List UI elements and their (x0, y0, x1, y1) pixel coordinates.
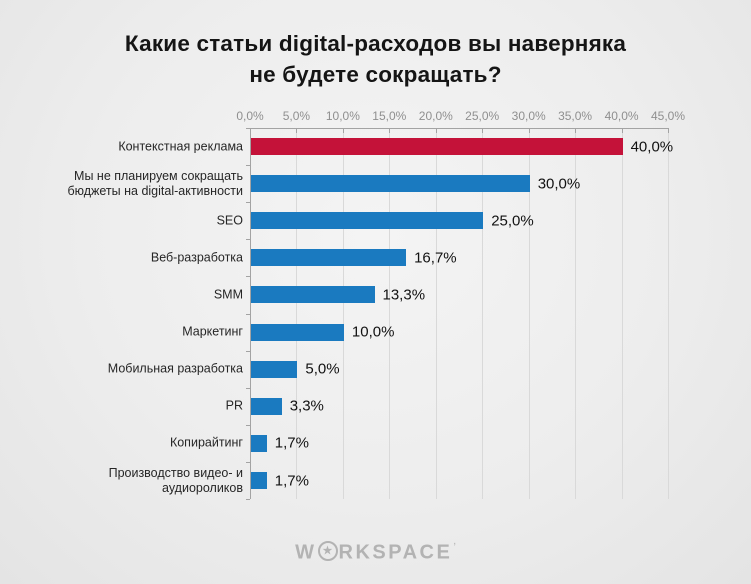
value-label: 10,0% (351, 323, 395, 341)
y-axis-tick (246, 276, 250, 278)
x-gridline (435, 128, 437, 499)
x-tick-label: 45,0% (650, 109, 686, 123)
y-axis-tick (246, 202, 250, 204)
value-label: 1,7% (274, 434, 309, 452)
x-tick-label: 35,0% (558, 109, 593, 123)
y-axis-tick (246, 350, 250, 352)
x-tick-label: 5,0% (282, 109, 311, 123)
y-axis-tick (246, 165, 250, 167)
category-label: PR (225, 398, 243, 413)
x-axis-tick (342, 128, 344, 133)
x-tick-label: 15,0% (372, 109, 407, 123)
bar (251, 212, 484, 230)
value-label: 3,3% (289, 397, 324, 415)
y-axis-tick (246, 387, 250, 389)
x-tick-label: 0,0% (236, 109, 264, 123)
x-tick-label: 40,0% (604, 109, 639, 123)
category-label: Мобильная разработка (107, 361, 243, 376)
bar (251, 472, 267, 489)
x-axis-tick (621, 128, 623, 133)
value-label: 30,0% (537, 175, 581, 193)
x-axis-tick (528, 128, 530, 133)
y-axis-tick (246, 239, 250, 241)
x-gridline (389, 128, 391, 499)
x-axis-tick (482, 128, 484, 133)
bar (251, 360, 298, 378)
value-label: 40,0% (630, 138, 674, 156)
logo-star-icon: ★ (317, 541, 338, 561)
logo-trademark-icon: ʼ (453, 541, 456, 551)
value-label: 13,3% (382, 286, 426, 304)
bar (251, 175, 530, 193)
bar (251, 434, 267, 452)
x-axis-tick (296, 128, 298, 133)
y-axis-tick (246, 461, 250, 463)
value-label: 25,0% (491, 212, 534, 230)
chart-title: Какие статьи digital-расходов вы наверня… (0, 28, 751, 90)
category-label: Производство видео- и аудиороликов (108, 465, 243, 495)
y-axis-line (250, 128, 251, 499)
x-gridline (342, 128, 344, 499)
y-axis-tick (246, 128, 250, 129)
value-label: 16,7% (414, 249, 457, 267)
y-axis-tick (246, 313, 250, 315)
x-tick-label: 30,0% (511, 109, 546, 123)
x-tick-label: 20,0% (418, 109, 453, 123)
category-label: Мы не планируем сокращать бюджеты на dig… (67, 168, 243, 198)
bar (251, 249, 407, 267)
workspace-logo: W ★ RKSPACEʼ (0, 541, 751, 565)
bar (251, 397, 282, 415)
value-label: 5,0% (305, 360, 340, 378)
x-gridline (668, 128, 669, 499)
y-axis-tick (246, 499, 250, 500)
y-axis-tick (246, 424, 250, 426)
category-label: Контекстная реклама (118, 139, 243, 154)
logo-text-suffix: RKSPACE (338, 541, 453, 564)
x-tick-label: 25,0% (465, 109, 500, 123)
category-label: SEO (216, 213, 243, 228)
x-axis-tick (435, 128, 437, 133)
bar (251, 138, 623, 156)
x-gridline (482, 128, 484, 499)
category-label: SMM (213, 287, 243, 302)
category-label: Веб-разработка (150, 250, 243, 265)
bar (251, 286, 375, 304)
category-label: Копирайтинг (169, 435, 243, 450)
x-gridline (296, 128, 298, 499)
x-gridline (575, 128, 577, 499)
x-axis-line (250, 128, 668, 129)
logo-text-prefix: W (295, 541, 317, 564)
x-axis-tick (389, 128, 391, 133)
chart-title-line2: не будете сокращать? (249, 62, 502, 87)
bar (251, 323, 344, 341)
x-axis-tick (575, 128, 577, 133)
x-gridline (528, 128, 530, 499)
x-tick-label: 10,0% (325, 109, 360, 123)
value-label: 1,7% (274, 472, 309, 489)
chart-title-line1: Какие статьи digital-расходов вы наверня… (124, 31, 627, 56)
x-gridline (621, 128, 623, 499)
category-label: Маркетинг (182, 324, 243, 339)
x-axis-tick (668, 128, 669, 133)
